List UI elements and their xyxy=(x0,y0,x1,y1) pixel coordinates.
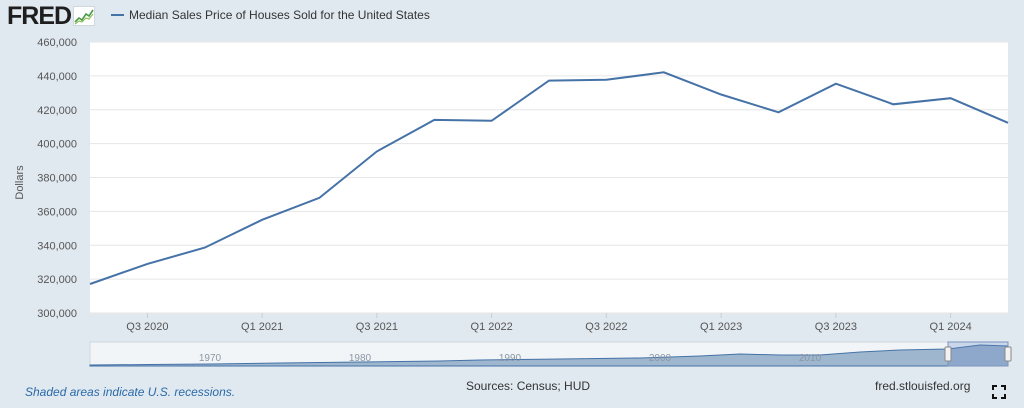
x-tick-label: Q3 2020 xyxy=(126,321,168,333)
navigator-year-label: 2000 xyxy=(649,353,672,364)
legend[interactable]: Median Sales Price of Houses Sold for th… xyxy=(111,8,430,22)
y-axis-label: Dollars xyxy=(14,165,26,200)
x-tick-label: Q3 2021 xyxy=(356,321,398,333)
series-line xyxy=(89,71,1009,285)
y-tick-label: 360,000 xyxy=(37,206,77,218)
fred-graph-icon xyxy=(73,6,96,26)
sources-text: Sources: Census; HUD xyxy=(466,379,591,393)
navigator-area xyxy=(89,344,1009,367)
fred-wordmark: FRED xyxy=(7,2,72,30)
navigator-year-label: 2010 xyxy=(799,353,822,364)
plot-area xyxy=(90,42,1008,313)
site-link[interactable]: fred.stlouisfed.org xyxy=(875,379,971,393)
recession-note: Shaded areas indicate U.S. recessions. xyxy=(25,385,236,399)
navigator-handle-right xyxy=(1004,346,1012,362)
legend-swatch xyxy=(111,14,124,16)
navigator-year-label: 1970 xyxy=(199,353,222,364)
x-tick-label: Q1 2024 xyxy=(930,321,972,333)
y-tick-label: 440,000 xyxy=(37,71,77,83)
legend-label: Median Sales Price of Houses Sold for th… xyxy=(129,8,430,22)
navigator-background xyxy=(89,341,1009,367)
x-tick-label: Q3 2022 xyxy=(585,321,627,333)
fred-logo[interactable]: FRED xyxy=(7,2,96,30)
y-tick-label: 380,000 xyxy=(37,173,77,185)
x-tick-label: Q1 2021 xyxy=(241,321,283,333)
fullscreen-icon[interactable] xyxy=(992,385,1006,399)
y-tick-label: 460,000 xyxy=(37,37,77,49)
x-tick-label: Q1 2023 xyxy=(700,321,742,333)
y-tick-label: 420,000 xyxy=(37,105,77,117)
navigator-year-label: 1990 xyxy=(499,353,522,364)
x-tick-label: Q3 2023 xyxy=(815,321,857,333)
x-tick-label: Q1 2022 xyxy=(471,321,513,333)
y-tick-label: 400,000 xyxy=(37,139,77,151)
navigator-year-label: 1980 xyxy=(349,353,372,364)
navigator-selection xyxy=(947,341,1009,367)
y-tick-label: 340,000 xyxy=(37,240,77,252)
y-tick-label: 320,000 xyxy=(37,274,77,286)
navigator-handle-left xyxy=(944,346,952,362)
y-tick-label: 300,000 xyxy=(37,308,77,320)
